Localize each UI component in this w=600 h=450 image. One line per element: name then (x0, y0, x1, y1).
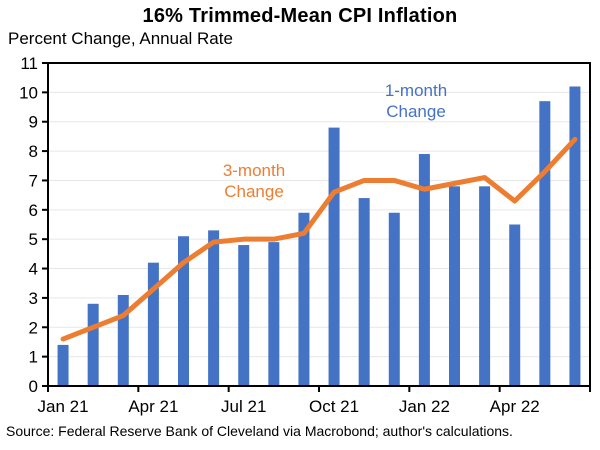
series-annotation: 1-month (385, 81, 447, 100)
y-axis-label: 0 (29, 377, 38, 396)
bar-Feb-21 (87, 303, 99, 386)
y-axis-label: 5 (29, 230, 38, 249)
y-axis-label: 1 (29, 348, 38, 367)
bar-Jan-22 (418, 154, 430, 386)
bar-Jun-22 (569, 86, 581, 386)
y-axis-label: 7 (29, 171, 38, 190)
bar-Jun-21 (208, 230, 220, 386)
source-note: Source: Federal Reserve Bank of Clevelan… (6, 423, 513, 439)
bar-Feb-22 (449, 186, 460, 386)
y-axis-label: 9 (29, 113, 38, 132)
bar-Mar-21 (117, 294, 129, 386)
axis-units-label: Percent Change, Annual Rate (8, 29, 233, 48)
bar-Nov-21 (358, 198, 370, 386)
plot-border (47, 62, 591, 387)
y-axis-label: 10 (19, 83, 38, 102)
x-axis-label: Jan 21 (38, 397, 89, 416)
bar-Apr-21 (147, 262, 159, 386)
x-axis-label: Apr 21 (128, 397, 178, 416)
bar-Aug-21 (268, 242, 280, 386)
x-axis-label: Oct 21 (309, 397, 359, 416)
bar-May-22 (539, 101, 551, 386)
bar-Dec-21 (388, 212, 400, 386)
y-axis-label: 2 (29, 318, 38, 337)
series-annotation: Change (386, 102, 446, 121)
x-axis-label: Jul 21 (221, 397, 266, 416)
y-axis-label: 11 (20, 54, 38, 73)
three-month-line (60, 136, 578, 342)
y-axis-label: 8 (29, 142, 38, 161)
bar-May-21 (178, 236, 189, 386)
bar-Jan-21 (57, 344, 69, 386)
bar-Sep-21 (298, 212, 310, 386)
series-annotation: Change (224, 182, 284, 201)
bar-Apr-22 (509, 224, 521, 386)
y-axis-label: 4 (29, 260, 38, 279)
x-axis-label: Apr 22 (490, 397, 540, 416)
chart-title: 16% Trimmed-Mean CPI Inflation (142, 5, 458, 27)
bar-Jul-21 (238, 245, 250, 386)
y-axis-label: 6 (29, 201, 38, 220)
series-annotation: 3-month (223, 161, 285, 180)
bar-Oct-21 (328, 127, 340, 386)
bar-Mar-22 (479, 186, 491, 386)
x-axis-label: Jan 22 (399, 397, 450, 416)
y-axis-label: 3 (29, 289, 38, 308)
